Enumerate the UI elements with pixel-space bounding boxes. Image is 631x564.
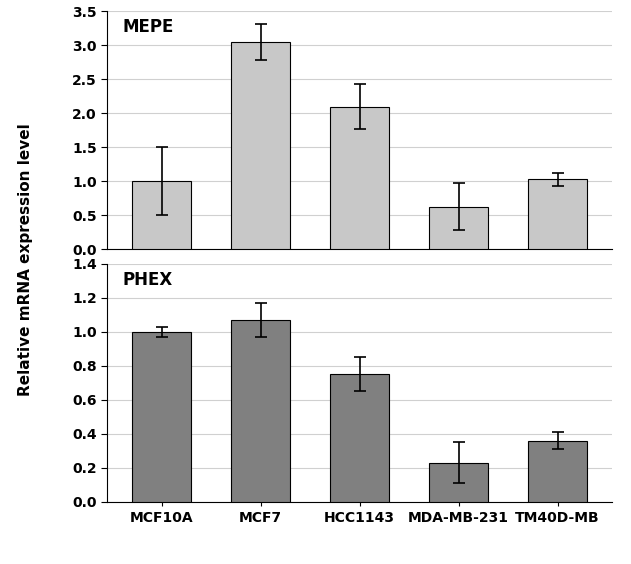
Bar	[132, 182, 191, 249]
Text: PHEX: PHEX	[122, 271, 173, 289]
Bar	[429, 463, 488, 502]
Text: Relative mRNA expression level: Relative mRNA expression level	[18, 123, 33, 396]
Bar	[231, 320, 290, 502]
Bar	[429, 206, 488, 249]
Bar	[132, 332, 191, 502]
Text: MEPE: MEPE	[122, 19, 174, 37]
Bar	[330, 374, 389, 502]
Bar	[528, 179, 587, 249]
Bar	[231, 42, 290, 249]
Bar	[330, 107, 389, 249]
Bar	[528, 440, 587, 502]
